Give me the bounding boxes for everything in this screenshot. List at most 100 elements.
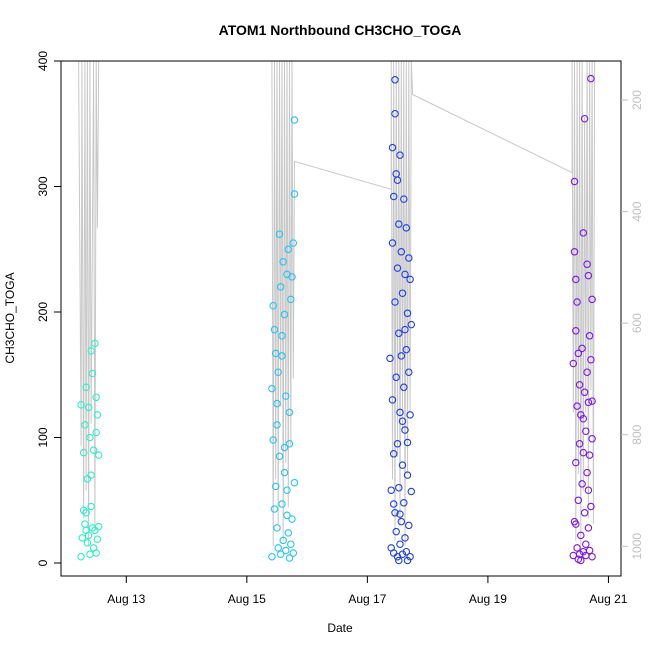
data-point (386, 354, 394, 363)
data-point (588, 295, 596, 304)
data-point (88, 369, 97, 378)
data-point (400, 195, 408, 203)
data-point (395, 329, 403, 338)
data-point (403, 556, 412, 565)
data-point (391, 298, 399, 306)
data-point (572, 520, 580, 528)
data-point (391, 109, 399, 118)
data-point (273, 399, 281, 408)
data-point (82, 509, 90, 517)
data-point (92, 549, 100, 557)
data-point (388, 239, 397, 247)
data-point (401, 325, 409, 334)
data-point (275, 230, 284, 238)
y-tick-label: 200 (36, 302, 50, 322)
data-point (397, 352, 406, 360)
points-layer (77, 74, 596, 565)
data-point (274, 544, 282, 552)
data-point (278, 352, 286, 360)
data-point (269, 436, 277, 444)
data-point (400, 383, 408, 392)
data-point (289, 239, 298, 247)
data-point (573, 402, 581, 410)
data-point (284, 529, 293, 537)
data-point (275, 452, 284, 461)
data-point (580, 114, 589, 123)
data-point (588, 435, 596, 443)
data-point (271, 349, 280, 358)
chart-title: ATOM1 Northbound CH3CHO_TOGA (219, 22, 462, 38)
data-point (81, 520, 89, 528)
x-axis: Aug 13 Aug 15 Aug 17 Aug 19 Aug 21 (107, 576, 628, 606)
y-axis-label: CH3CHO_TOGA (3, 272, 17, 363)
data-point (588, 397, 596, 405)
data-point (396, 510, 404, 518)
data-point (273, 524, 281, 532)
data-point (400, 499, 408, 507)
data-point (583, 368, 591, 376)
x-tick-label: Aug 17 (348, 592, 386, 606)
data-point (406, 275, 414, 284)
data-point (87, 347, 95, 355)
data-point (94, 451, 103, 459)
data-point (397, 517, 406, 526)
data-point (396, 540, 404, 548)
data-point (288, 273, 296, 281)
data-point (287, 540, 295, 548)
data-point (585, 332, 594, 340)
data-point (388, 143, 397, 152)
data-point (271, 482, 280, 491)
data-point (279, 258, 287, 266)
data-point (398, 461, 407, 469)
data-point (587, 74, 595, 83)
data-point (280, 443, 289, 452)
data-point (572, 327, 580, 335)
y-tick-label: 100 (36, 427, 50, 447)
data-point (89, 446, 98, 454)
data-point (407, 320, 416, 329)
data-point (573, 298, 581, 306)
data-point (405, 521, 413, 530)
y-tick-label: 300 (36, 176, 50, 196)
data-point (391, 76, 399, 84)
data-point (393, 264, 402, 272)
data-point (82, 383, 90, 392)
x-axis-label: Date (327, 621, 353, 635)
data-point (280, 310, 289, 319)
data-point (392, 373, 400, 382)
data-point (570, 177, 579, 186)
data-point (583, 468, 591, 477)
data-point (585, 451, 594, 459)
y2-tick-label: 800 (630, 424, 644, 444)
data-point (268, 384, 276, 393)
data-point (405, 254, 413, 262)
data-point (570, 248, 579, 256)
data-point (403, 438, 412, 447)
data-point (401, 270, 409, 279)
data-point (83, 539, 92, 547)
data-point (77, 552, 85, 561)
data-point (583, 260, 591, 269)
data-point (569, 359, 578, 368)
altitude-line-2 (271, 60, 596, 547)
y-axis: 0 100 200 300 400 (36, 51, 61, 566)
data-point (396, 408, 404, 417)
data-point (580, 509, 589, 517)
data-point (573, 544, 581, 552)
data-point (575, 440, 584, 448)
data-point (402, 224, 411, 232)
data-point (585, 546, 594, 555)
data-point (78, 534, 87, 542)
data-point (287, 295, 295, 304)
data-point (276, 283, 285, 291)
data-point (406, 411, 414, 419)
data-point (393, 440, 402, 448)
data-point (274, 368, 282, 376)
data-point (280, 468, 289, 477)
data-point (406, 552, 414, 561)
data-point (290, 116, 299, 124)
data-point (77, 401, 85, 409)
x-tick-label: Aug 15 (228, 592, 266, 606)
data-point (289, 549, 298, 557)
